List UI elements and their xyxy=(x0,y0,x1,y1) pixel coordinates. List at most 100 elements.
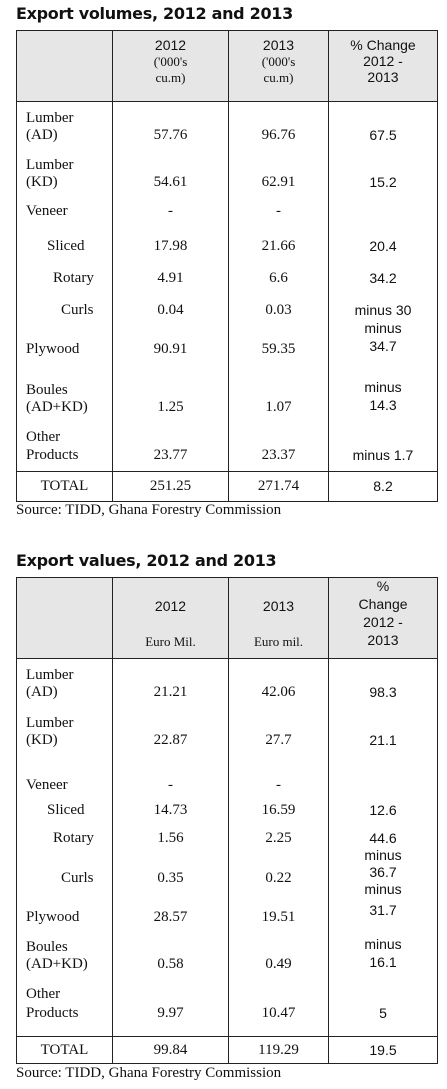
total-label-cell: TOTAL xyxy=(16,471,113,502)
total-pct: 8.2 xyxy=(373,478,393,494)
total-2013-cell: 271.74 xyxy=(228,471,329,502)
header-blank-cell xyxy=(16,577,113,659)
row-label: (AD) xyxy=(26,127,58,143)
volumes-body-row: Lumber (AD) Lumber (KD) Veneer Sliced Ro… xyxy=(16,101,438,472)
value-2013: 59.35 xyxy=(261,341,296,357)
row-label: Products xyxy=(26,1005,79,1021)
value-pct: 20.4 xyxy=(369,238,397,254)
volumes-labels-cell: Lumber (AD) Lumber (KD) Veneer Sliced Ro… xyxy=(16,101,113,472)
value-pct: 34.2 xyxy=(369,270,397,286)
row-label: (AD+KD) xyxy=(26,399,88,415)
header-unit-2013-line2: cu.m) xyxy=(263,70,294,85)
header-unit-2013: Euro mil. xyxy=(253,634,304,649)
value-pct: 12.6 xyxy=(369,802,397,818)
value-pct: 16.1 xyxy=(369,954,397,970)
value-2012: 1.25 xyxy=(157,399,184,415)
header-pct-cell: % Change 2012 - 2013 xyxy=(328,577,438,659)
header-2012-cell: 2012 ('000's cu.m) xyxy=(112,30,229,102)
value-2013: 96.76 xyxy=(261,127,296,143)
volumes-2013-cell: 96.76 62.91 - 21.66 6.6 0.03 59.35 1.07 … xyxy=(228,101,329,472)
value-2013: 10.47 xyxy=(261,1005,296,1021)
value-pct: 5 xyxy=(379,1005,387,1021)
header-year-2013: 2013 xyxy=(262,598,295,614)
value-2012: 0.35 xyxy=(157,870,184,886)
values-total-row: TOTAL 99.84 119.29 19.5 xyxy=(16,1036,438,1064)
row-label: Curls xyxy=(61,302,94,318)
row-label: Lumber xyxy=(26,157,74,173)
header-pct-line1: % Change xyxy=(350,37,416,53)
total-label-cell: TOTAL xyxy=(16,1036,113,1064)
value-pct: minus 30 xyxy=(354,302,412,318)
header-unit-2013-line1: ('000's xyxy=(261,54,296,69)
header-2013-cell: 2013 ('000's cu.m) xyxy=(228,30,329,102)
volumes-source-note: Source: TIDD, Ghana Forestry Commission xyxy=(16,502,282,518)
value-pct: minus xyxy=(364,320,402,336)
value-2012: 28.57 xyxy=(153,909,188,925)
value-pct: 98.3 xyxy=(369,684,397,700)
value-2012: 17.98 xyxy=(153,238,188,254)
value-2012: 0.58 xyxy=(157,956,184,972)
value-pct: 14.3 xyxy=(369,397,397,413)
value-2013: 0.49 xyxy=(265,956,292,972)
row-label: Curls xyxy=(61,870,94,886)
values-body-row: Lumber (AD) Lumber (KD) Veneer Sliced Ro… xyxy=(16,658,438,1037)
value-2012: - xyxy=(168,777,173,793)
value-2013: 42.06 xyxy=(261,684,296,700)
header-pct-line4: 2013 xyxy=(367,632,399,648)
value-2013: 62.91 xyxy=(261,174,296,190)
header-2012-cell: 2012 Euro Mil. xyxy=(112,577,229,659)
value-pct: minus xyxy=(364,936,402,952)
total-pct-cell: 19.5 xyxy=(328,1036,438,1064)
value-2012: 90.91 xyxy=(153,341,188,357)
volumes-header-row: 2012 ('000's cu.m) 2013 ('000's cu.m) % … xyxy=(16,30,438,102)
total-2013: 271.74 xyxy=(257,478,300,494)
value-2013: 21.66 xyxy=(261,238,296,254)
row-label: Boules xyxy=(26,382,68,398)
value-pct: 44.6 xyxy=(369,830,397,846)
row-label: Sliced xyxy=(47,238,85,254)
value-2013: 16.59 xyxy=(261,802,296,818)
total-pct-cell: 8.2 xyxy=(328,471,438,502)
total-2013-cell: 119.29 xyxy=(228,1036,329,1064)
value-2013: 0.22 xyxy=(265,870,292,886)
total-2012-cell: 99.84 xyxy=(112,1036,229,1064)
row-label: Lumber xyxy=(26,667,74,683)
value-pct: minus xyxy=(364,379,402,395)
volumes-pct-cell: 67.5 15.2 20.4 34.2 minus 30 minus 34.7 … xyxy=(328,101,438,472)
row-label: Sliced xyxy=(47,802,85,818)
value-2012: 21.21 xyxy=(153,684,188,700)
value-2012: - xyxy=(168,203,173,219)
header-year-2012: 2012 xyxy=(154,598,187,614)
values-source-note: Source: TIDD, Ghana Forestry Commission xyxy=(16,1065,282,1081)
header-year-2013: 2013 xyxy=(262,37,295,53)
value-2013: - xyxy=(276,203,281,219)
header-pct-line3: 2012 - xyxy=(363,614,403,630)
values-pct-cell: 98.3 21.1 12.6 44.6 minus 36.7 minus 31.… xyxy=(328,658,438,1037)
value-2013: 23.37 xyxy=(261,447,296,463)
value-pct: 36.7 xyxy=(369,864,397,880)
value-2013: - xyxy=(276,777,281,793)
value-pct: 21.1 xyxy=(369,732,397,748)
header-pct-line2: 2012 - xyxy=(363,53,403,69)
value-pct: minus xyxy=(364,847,402,863)
row-label: Rotary xyxy=(53,830,94,846)
value-2013: 2.25 xyxy=(265,830,292,846)
volumes-title: Export volumes, 2012 and 2013 xyxy=(16,4,293,23)
row-label: Other xyxy=(26,429,61,445)
values-title: Export values, 2012 and 2013 xyxy=(16,551,277,570)
volumes-total-row: TOTAL 251.25 271.74 8.2 xyxy=(16,471,438,502)
total-label: TOTAL xyxy=(40,478,89,494)
header-unit-2012-line2: cu.m) xyxy=(155,70,186,85)
header-pct-cell: % Change 2012 - 2013 xyxy=(328,30,438,102)
value-2012: 4.91 xyxy=(157,270,184,286)
total-pct: 19.5 xyxy=(369,1042,397,1058)
value-2013: 6.6 xyxy=(269,270,288,286)
row-label: Products xyxy=(26,447,79,463)
row-label: Plywood xyxy=(26,909,80,925)
header-unit-2012: Euro Mil. xyxy=(145,634,196,649)
row-label: Other xyxy=(26,986,61,1002)
row-label: Lumber xyxy=(26,715,74,731)
value-2013: 19.51 xyxy=(261,909,296,925)
row-label: Boules xyxy=(26,939,68,955)
value-pct: 15.2 xyxy=(369,174,397,190)
